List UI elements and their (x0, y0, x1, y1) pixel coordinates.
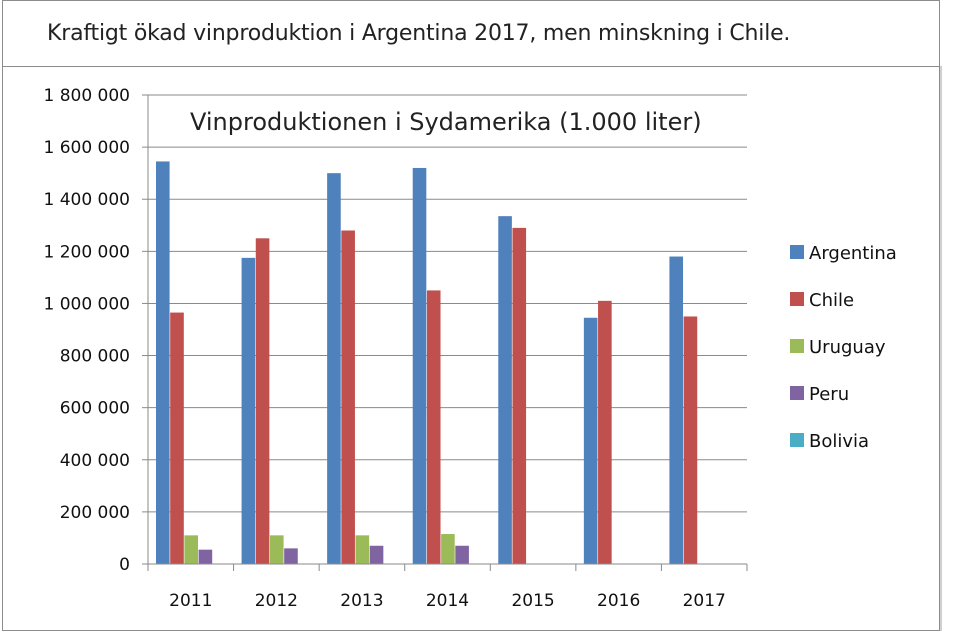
y-tick-label: 200 000 (60, 503, 130, 523)
bar-chile-2015 (512, 227, 527, 564)
x-tick-label: 2016 (597, 591, 640, 611)
y-tick-label: 1 400 000 (43, 190, 130, 210)
legend-swatch-peru (790, 386, 804, 400)
bar-chile-2016 (598, 300, 612, 564)
x-tick-label: 2017 (683, 591, 726, 611)
bar-uruguay-2013 (355, 535, 370, 564)
y-tick-label: 1 200 000 (43, 242, 130, 262)
x-tick-label: 2011 (169, 591, 212, 611)
y-tick-label: 1 000 000 (43, 294, 130, 314)
legend-label-peru: Peru (809, 384, 849, 405)
legend-label-bolivia: Bolivia (809, 431, 869, 452)
x-tick-label: 2012 (255, 591, 298, 611)
bar-uruguay-2012 (269, 535, 284, 564)
frame-shadow (940, 66, 942, 631)
bar-peru-2011 (198, 549, 213, 564)
legend-swatch-bolivia (790, 433, 804, 447)
bar-argentina-2012 (241, 257, 256, 564)
y-tick-label: 1 600 000 (43, 138, 130, 158)
bar-chile-2012 (255, 238, 270, 565)
bar-uruguay-2011 (184, 535, 198, 564)
legend-swatch-argentina (790, 245, 804, 259)
legend: Argentina Chile Uruguay Peru Bolivia (790, 243, 897, 452)
bar-chile-2014 (426, 290, 441, 564)
bars (156, 161, 698, 565)
chart-title: Vinproduktionen i Sydamerika (1.000 lite… (190, 108, 702, 136)
bar-uruguay-2014 (441, 534, 455, 564)
bar-argentina-2015 (498, 216, 512, 565)
x-tick-label: 2015 (511, 591, 554, 611)
caption-box: Kraftigt ökad vinproduktion i Argentina … (2, 0, 940, 66)
y-tick-label: 400 000 (60, 451, 130, 471)
bar-argentina-2017 (669, 256, 684, 564)
y-tick-label: 600 000 (60, 399, 130, 419)
legend-label-chile: Chile (809, 290, 854, 311)
bar-peru-2013 (369, 545, 384, 564)
legend-label-argentina: Argentina (809, 243, 897, 264)
bar-peru-2014 (455, 545, 469, 564)
bar-chile-2013 (341, 230, 355, 564)
y-tick-label: 0 (119, 555, 130, 575)
axes (142, 94, 748, 571)
gridlines (148, 94, 747, 513)
bar-chile-2011 (170, 312, 184, 564)
legend-label-uruguay: Uruguay (809, 337, 886, 358)
bar-argentina-2011 (156, 161, 170, 565)
y-tick-label: 800 000 (60, 347, 130, 367)
y-tick-label: 1 800 000 (43, 86, 130, 106)
x-axis-ticks: 2011 2012 2013 2014 2015 2016 2017 (169, 591, 726, 611)
legend-swatch-uruguay (790, 339, 804, 353)
bar-peru-2012 (284, 548, 298, 564)
x-tick-label: 2014 (426, 591, 469, 611)
bar-argentina-2013 (327, 173, 341, 564)
bar-argentina-2014 (412, 167, 427, 564)
y-axis-ticks: 0 200 000 400 000 600 000 800 000 1 000 000 1 … (43, 86, 130, 575)
bar-argentina-2016 (583, 317, 598, 564)
caption-text: Kraftigt ökad vinproduktion i Argentina … (47, 21, 791, 46)
bar-chile-2017 (683, 316, 698, 564)
legend-swatch-chile (790, 292, 804, 306)
x-tick-label: 2013 (340, 591, 383, 611)
